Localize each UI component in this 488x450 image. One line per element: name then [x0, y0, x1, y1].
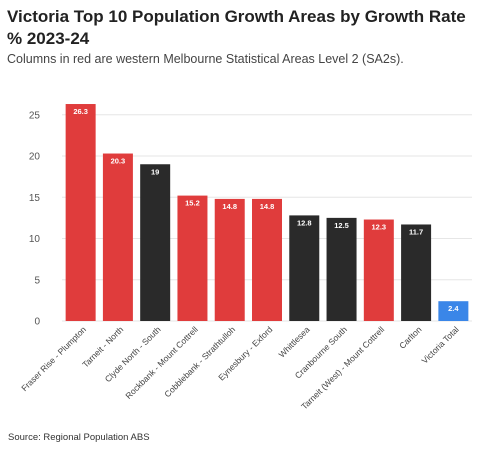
x-tick-label: Carlton [397, 324, 424, 351]
bar [214, 198, 245, 321]
y-tick-label: 0 [34, 317, 40, 328]
y-tick-label: 15 [29, 193, 41, 204]
x-tick-label: Rockbank - Mount Cottrell [123, 324, 200, 401]
data-label: 19 [151, 167, 159, 176]
bar [289, 215, 320, 321]
data-label: 11.7 [409, 227, 423, 236]
chart-subtitle: Columns in red are western Melbourne Sta… [7, 52, 404, 66]
y-tick-label: 10 [29, 234, 41, 245]
bar [401, 224, 432, 321]
bar [438, 301, 469, 321]
source-note: Source: Regional Population ABS [8, 432, 150, 443]
x-tick-label: Whittlesea [277, 324, 312, 359]
y-tick-label: 20 [29, 152, 41, 163]
bar [363, 219, 394, 321]
bar [102, 153, 133, 321]
bar [177, 195, 208, 321]
data-label: 14.8 [222, 202, 237, 211]
data-label: 15.2 [185, 199, 200, 208]
bar [65, 104, 96, 322]
y-axis-ticks: 0 5 10 15 20 25 [29, 110, 41, 327]
bar [326, 217, 357, 321]
data-label: 20.3 [111, 157, 126, 166]
data-label: 2.4 [448, 304, 459, 313]
data-label: 14.8 [260, 202, 275, 211]
chart-title: Victoria Top 10 Population Growth Areas … [7, 7, 466, 48]
data-labels: 26.3 20.3 19 15.2 14.8 14.8 12.8 12.5 12.3 11.7 2.… [73, 107, 459, 313]
bar [140, 164, 171, 321]
x-tick-label: Fraser Rise - Plumpton [19, 324, 88, 393]
data-label: 12.5 [334, 221, 349, 230]
data-label: 26.3 [73, 107, 88, 116]
bar [252, 198, 282, 321]
bars [65, 104, 469, 322]
y-tick-label: 5 [34, 275, 40, 286]
data-label: 12.3 [372, 223, 387, 232]
data-label: 12.8 [297, 218, 312, 227]
x-tick-label: Victoria Total [420, 324, 461, 365]
y-tick-label: 25 [29, 110, 41, 121]
x-tick-label: Cobblebank - Strathtulloh [162, 324, 237, 399]
